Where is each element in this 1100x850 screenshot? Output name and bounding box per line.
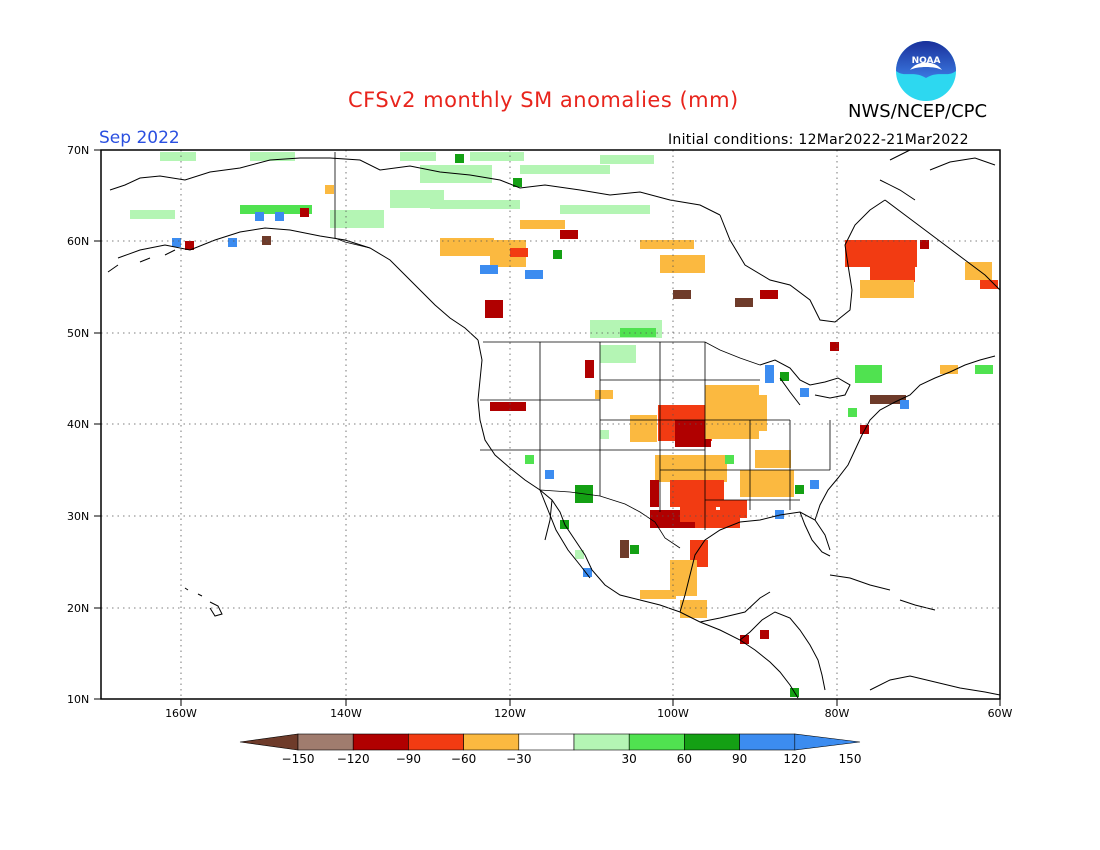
lon-label-80w: 80W bbox=[825, 707, 850, 720]
colorbar-label: 60 bbox=[677, 752, 692, 766]
coastline-cuba bbox=[829, 574, 936, 611]
colorbar-label: 90 bbox=[732, 752, 747, 766]
colorbar-swatch bbox=[684, 733, 740, 751]
initial-conditions: Initial conditions: 12Mar2022-21Mar2022 bbox=[668, 132, 969, 148]
lon-label-140w: 140W bbox=[330, 707, 362, 720]
lon-label-100w: 100W bbox=[657, 707, 689, 720]
axis-ticks bbox=[94, 149, 1001, 706]
coastlines bbox=[107, 149, 1001, 699]
colorbar-label: −30 bbox=[506, 752, 531, 766]
state-lines bbox=[480, 342, 831, 530]
noaa-logo: NOAA bbox=[896, 41, 956, 101]
gridlines bbox=[101, 150, 1000, 699]
colorbar-label: 30 bbox=[622, 752, 637, 766]
coastline-baja bbox=[539, 489, 591, 579]
lat-label-10n: 10N bbox=[67, 693, 89, 706]
lon-label-120w: 120W bbox=[494, 707, 526, 720]
agency-label: NWS/NCEP/CPC bbox=[848, 101, 988, 122]
lon-label-60w: 60W bbox=[988, 707, 1013, 720]
valid-month: Sep 2022 bbox=[99, 128, 180, 148]
colorbar-swatch bbox=[408, 733, 464, 751]
colorbar-labels: −150 −120 −90 −60 −30 30 60 90 120 150 bbox=[282, 752, 862, 766]
colorbar-swatch bbox=[463, 733, 520, 751]
coastline-labrador bbox=[884, 199, 1001, 291]
colorbar-label: −120 bbox=[337, 752, 370, 766]
lat-label-50n: 50N bbox=[67, 327, 89, 340]
map-background bbox=[101, 150, 1000, 699]
map-title: CFSv2 monthly SM anomalies (mm) bbox=[348, 88, 739, 112]
political-borders bbox=[334, 152, 831, 549]
colorbar-swatch bbox=[573, 733, 630, 751]
coastline-alaska-south bbox=[117, 227, 479, 341]
svg-text:NOAA: NOAA bbox=[912, 56, 941, 66]
colorbar-label: −60 bbox=[451, 752, 476, 766]
hawaii-islands bbox=[184, 587, 223, 617]
coastline-greenland bbox=[879, 149, 996, 201]
lat-label-30n: 30N bbox=[67, 510, 89, 523]
coastline-us-east bbox=[814, 355, 996, 521]
colorbar bbox=[239, 733, 861, 751]
colorbar-label: −150 bbox=[282, 752, 315, 766]
coastline-us-west bbox=[477, 339, 799, 699]
colorbar-arrow-high bbox=[794, 733, 861, 751]
colorbar-swatch bbox=[518, 733, 575, 751]
coastline-south-america bbox=[869, 675, 1001, 696]
colorbar-label: 150 bbox=[839, 752, 862, 766]
anomaly-cells bbox=[130, 152, 998, 697]
coastline-central-america bbox=[739, 611, 826, 691]
lon-label-160w: 160W bbox=[165, 707, 197, 720]
colorbar-swatch bbox=[628, 733, 685, 751]
lat-label-20n: 20N bbox=[67, 602, 89, 615]
coastline-north bbox=[109, 157, 721, 216]
colorbar-swatch bbox=[297, 733, 354, 751]
lat-label-60n: 60N bbox=[67, 235, 89, 248]
alaska-canada-border bbox=[334, 152, 371, 249]
us-mexico-border bbox=[539, 489, 681, 549]
coastline-aleutians bbox=[107, 249, 176, 273]
coastline-florida bbox=[799, 511, 831, 557]
coastline-hudson-bay bbox=[719, 199, 886, 323]
us-canada-border bbox=[483, 341, 761, 366]
colorbar-swatch bbox=[352, 733, 409, 751]
lat-label-70n: 70N bbox=[67, 144, 89, 157]
colorbar-swatch bbox=[739, 733, 796, 751]
lat-label-40n: 40N bbox=[67, 418, 89, 431]
colorbar-arrow-low bbox=[239, 733, 299, 751]
great-lakes bbox=[759, 359, 851, 406]
colorbar-label: −90 bbox=[396, 752, 421, 766]
colorbar-label: 120 bbox=[783, 752, 806, 766]
